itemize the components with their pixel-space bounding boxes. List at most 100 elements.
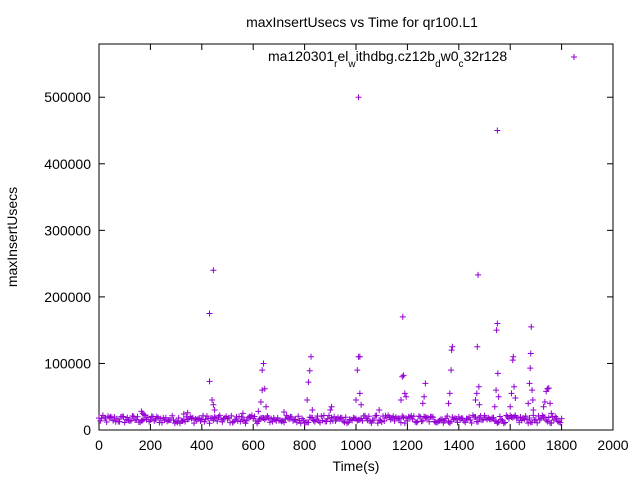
baseline-point [451,415,458,422]
baseline-point [344,420,351,427]
x-tick-label: 800 [293,437,317,453]
baseline-point [319,417,326,424]
x-tick-label: 1200 [392,437,423,453]
data-point [400,372,407,379]
baseline-point [554,418,561,425]
x-tick-label: 400 [190,437,214,453]
data-point [494,370,501,377]
baseline-point [342,414,349,421]
baseline-point [490,414,497,421]
baseline-point [370,417,377,424]
baseline-point [526,414,533,421]
x-tick-label: 2000 [597,437,628,453]
baseline-point [281,419,288,426]
data-point [210,267,217,274]
baseline-point [374,420,381,427]
data-point [239,410,246,417]
baseline-point [500,420,507,427]
baseline-point [415,413,422,420]
baseline-point [110,417,117,424]
x-tick-label: 0 [95,437,103,453]
baseline-point [522,413,529,420]
data-point [512,395,519,402]
data-point [328,403,335,410]
baseline-point [525,420,532,427]
baseline-point [189,414,196,421]
data-point [472,397,479,404]
baseline-point [365,413,372,420]
data-point [530,407,537,414]
data-point [540,403,547,410]
data-point [528,323,535,330]
baseline-point [350,414,357,421]
points-layer [96,94,565,427]
data-point [473,390,480,397]
baseline-point [345,419,352,426]
baseline-point [214,418,221,425]
baseline-point [288,413,295,420]
baseline-point [478,417,485,424]
baseline-point [538,415,545,422]
legend-label-part: 32r128 [464,48,508,64]
data-point [309,407,316,414]
data-point [541,399,548,406]
data-point [448,367,455,374]
data-point [403,393,410,400]
baseline-point [228,412,235,419]
baseline-point [556,419,563,426]
y-tick-label: 500000 [44,89,91,105]
baseline-point [544,418,551,425]
baseline-point [248,412,255,419]
baseline-point [324,415,331,422]
data-point [211,407,218,414]
legend-label-part: w [347,59,356,70]
data-point [355,94,362,101]
data-point [255,408,262,415]
data-point [548,410,555,417]
tick-layer: 0 200 400 600 800 1000 1200 1400 1600 1800 2000 0 10… [44,44,629,453]
baseline-point [386,414,393,421]
data-point [510,353,517,360]
baseline-point [320,412,327,419]
legend: ma120301relwithdbg.cz12bdw0c32r128 [268,48,577,70]
baseline-point [121,419,128,426]
baseline-point [305,419,312,426]
baseline-point [467,416,474,423]
baseline-point [237,418,244,425]
baseline-point [309,414,316,421]
baseline-point [310,417,317,424]
baseline-point [359,417,366,424]
data-point [354,367,361,374]
baseline-point [455,413,462,420]
baseline-point [265,414,272,421]
legend-marker [571,54,577,60]
baseline-point [290,417,297,424]
data-point [475,271,482,278]
baseline-point [511,413,518,420]
data-point [260,360,267,367]
baseline-point [278,418,285,425]
baseline-point [475,418,482,425]
data-point [526,380,533,387]
baseline-point [295,413,302,420]
baseline-point [403,415,410,422]
data-point [327,407,334,414]
baseline-point [153,413,160,420]
baseline-point [419,417,426,424]
baseline-point [224,415,231,422]
baseline-point [99,412,106,419]
baseline-point [534,419,541,426]
baseline-point [284,414,291,421]
baseline-point [336,416,343,423]
legend-label-part: ithdbg.cz12b [356,48,436,64]
baseline-point [502,419,509,426]
data-point [509,357,516,364]
baseline-point [191,420,198,427]
data-point [140,411,147,418]
legend-label-part: w0 [440,48,459,64]
baseline-point [242,420,249,427]
data-point [494,320,501,327]
data-point [356,353,363,360]
baseline-point [201,418,208,425]
